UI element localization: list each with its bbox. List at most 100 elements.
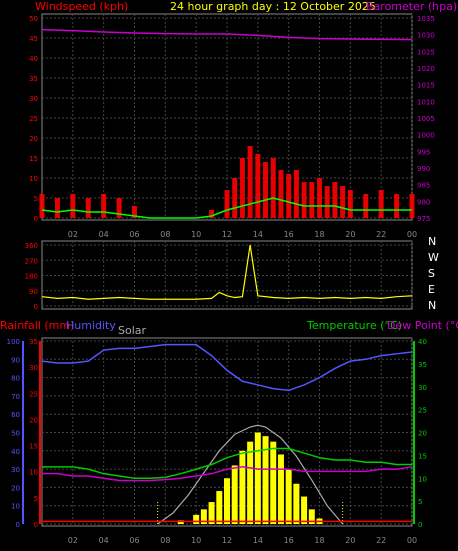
solar-bar bbox=[177, 520, 184, 524]
barometer-tick-label: 975 bbox=[417, 215, 430, 223]
windspeed-bar bbox=[255, 154, 261, 218]
compass-label: E bbox=[428, 283, 435, 296]
temperature-tick-label: 35 bbox=[418, 361, 427, 369]
windspeed-bar bbox=[209, 210, 215, 218]
windspeed-bar bbox=[278, 170, 284, 218]
temp-hour-tick-label: 00 bbox=[407, 536, 417, 545]
temp-hour-tick-label: 08 bbox=[160, 536, 170, 545]
windspeed-tick-label: 15 bbox=[29, 155, 38, 163]
graph-title: 24 hour graph day : 12 October 2025 bbox=[170, 0, 376, 13]
humidity-tick-label: 50 bbox=[11, 430, 20, 438]
temperature-tick-label: 20 bbox=[418, 430, 427, 438]
wind-hour-tick-label: 06 bbox=[129, 230, 139, 239]
humidity-tick-label: 30 bbox=[11, 466, 20, 474]
windspeed-bar bbox=[70, 194, 76, 218]
wind-hour-tick-label: 18 bbox=[314, 230, 324, 239]
humidity-tick-label: 100 bbox=[7, 338, 20, 346]
windspeed-bar bbox=[286, 174, 292, 218]
humidity-tick-label: 80 bbox=[11, 375, 20, 383]
barometer-tick-label: 995 bbox=[417, 148, 430, 156]
temp-hour-tick-label: 22 bbox=[376, 536, 386, 545]
windspeed-bar bbox=[332, 182, 338, 218]
direction-tick-label: 0 bbox=[34, 303, 38, 311]
temp-hour-tick-label: 12 bbox=[222, 536, 232, 545]
barometer-tick-label: 1020 bbox=[417, 65, 435, 73]
average-wind-line bbox=[41, 197, 412, 219]
rain-tick-label: 30 bbox=[29, 364, 38, 372]
humidity-tick-label: 10 bbox=[11, 503, 20, 511]
humidity-tick-label: 90 bbox=[11, 356, 20, 364]
wind-hour-tick-label: 00 bbox=[407, 230, 417, 239]
solar-axis-title: Solar bbox=[118, 324, 147, 337]
direction-tick-label: 360 bbox=[25, 242, 38, 250]
wind-hour-tick-label: 12 bbox=[222, 230, 232, 239]
rain-tick-label: 35 bbox=[29, 338, 38, 346]
windspeed-tick-label: 25 bbox=[29, 115, 38, 123]
windspeed-bar bbox=[239, 158, 245, 218]
solar-bar bbox=[277, 454, 284, 524]
temperature-tick-label: 15 bbox=[418, 452, 427, 460]
barometer-axis-title: Barometer (hpa) bbox=[366, 0, 457, 13]
humidity-tick-label: 60 bbox=[11, 411, 20, 419]
temp-hour-tick-label: 16 bbox=[284, 536, 294, 545]
rainfall-axis-title: Rainfall (mm) bbox=[0, 319, 74, 332]
windspeed-tick-label: 20 bbox=[29, 135, 38, 143]
dewpoint-line bbox=[42, 466, 413, 482]
windspeed-tick-label: 0 bbox=[34, 215, 38, 223]
solar-bar bbox=[208, 502, 215, 524]
compass-label: N bbox=[428, 235, 436, 248]
temp-hour-tick-label: 18 bbox=[314, 536, 324, 545]
temperature-line bbox=[42, 447, 412, 479]
barometer-tick-label: 1030 bbox=[417, 32, 435, 40]
solar-bar bbox=[239, 450, 246, 524]
wind-hour-tick-label: 16 bbox=[284, 230, 294, 239]
compass-label: W bbox=[428, 251, 439, 264]
temp-humidity-plot bbox=[41, 343, 413, 525]
windspeed-tick-label: 35 bbox=[29, 75, 38, 83]
max-solar-curve bbox=[157, 424, 344, 525]
windspeed-bar bbox=[340, 186, 346, 218]
solar-bar bbox=[247, 441, 254, 524]
temperature-tick-label: 10 bbox=[418, 475, 427, 483]
solar-bar bbox=[193, 514, 200, 524]
solar-bar bbox=[285, 469, 292, 524]
windspeed-bar bbox=[301, 182, 307, 218]
barometer-tick-label: 990 bbox=[417, 165, 430, 173]
rain-tick-label: 5 bbox=[34, 495, 38, 503]
windspeed-bar bbox=[232, 178, 238, 218]
temperature-tick-label: 25 bbox=[418, 407, 427, 415]
grid-lines bbox=[22, 14, 415, 525]
wind-direction-line bbox=[41, 244, 413, 300]
dewpoint-axis-title: Dew Point (°C) bbox=[387, 319, 458, 332]
windspeed-bar bbox=[317, 178, 322, 218]
barometer-tick-label: 985 bbox=[417, 182, 430, 190]
solar-bar bbox=[262, 436, 269, 524]
wind-hour-tick-label: 22 bbox=[376, 230, 386, 239]
windspeed-tick-label: 30 bbox=[29, 95, 38, 103]
windspeed-axis-title: Windspeed (kph) bbox=[35, 0, 128, 13]
windspeed-tick-label: 45 bbox=[29, 35, 38, 43]
solar-bar bbox=[308, 509, 315, 524]
solar-bar bbox=[301, 496, 308, 524]
windspeed-bar bbox=[324, 186, 330, 218]
rain-tick-label: 15 bbox=[29, 443, 38, 451]
windspeed-tick-label: 40 bbox=[29, 55, 38, 63]
compass-label: S bbox=[428, 267, 435, 280]
rain-tick-label: 25 bbox=[29, 390, 38, 398]
wind-hour-tick-label: 08 bbox=[160, 230, 170, 239]
wind-hour-tick-label: 10 bbox=[191, 230, 201, 239]
barometer-tick-label: 1010 bbox=[417, 98, 435, 106]
windspeed-tick-label: 50 bbox=[29, 15, 38, 23]
temperature-tick-label: 0 bbox=[418, 521, 422, 529]
wind-hour-tick-label: 20 bbox=[345, 230, 355, 239]
barometer-tick-label: 1015 bbox=[417, 82, 435, 90]
windspeed-bar bbox=[394, 194, 400, 218]
direction-tick-label: 270 bbox=[25, 257, 38, 265]
direction-tick-label: 180 bbox=[25, 273, 38, 281]
windspeed-bar bbox=[347, 190, 353, 218]
windspeed-bar bbox=[224, 190, 230, 218]
wind-hour-tick-label: 14 bbox=[253, 230, 263, 239]
temperature-tick-label: 5 bbox=[418, 498, 422, 506]
solar-bar bbox=[224, 478, 230, 524]
temperature-tick-label: 30 bbox=[418, 384, 427, 392]
